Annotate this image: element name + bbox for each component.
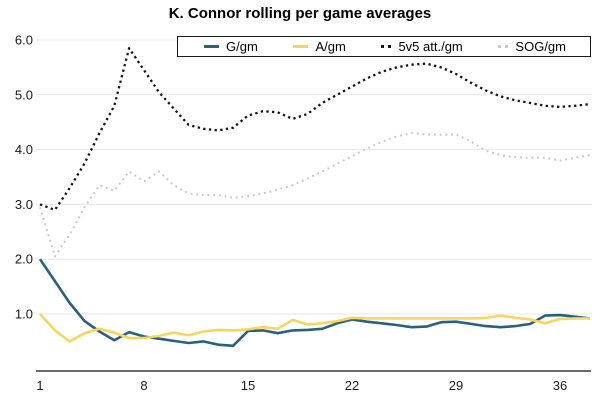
x-tick-label-36: 36 (553, 378, 567, 393)
5v5-att-per-gm-dotted-swatch-icon (381, 45, 392, 48)
sog-per-gm-dotted-swatch-icon (498, 45, 509, 48)
x-tick-label-15: 15 (241, 378, 255, 393)
legend-item-5v5-att-per-gm: 5v5 att./gm (381, 39, 463, 54)
y-tick-label-1.0: 1.0 (15, 307, 33, 322)
chart-legend: G/gm A/gm 5v5 att./gm SOG/gm (177, 36, 591, 57)
legend-item-sog-per-gm: SOG/gm (498, 39, 566, 54)
x-tick-label-8: 8 (140, 378, 147, 393)
chart-title: K. Connor rolling per game averages (168, 5, 432, 22)
legend-item-a-per-gm: A/gm (293, 39, 346, 54)
x-tick-label-1: 1 (36, 378, 43, 393)
g-per-gm-line-swatch-icon (204, 45, 219, 48)
legend-label-sog-per-gm: SOG/gm (515, 39, 566, 54)
x-tick-label-29: 29 (449, 378, 463, 393)
series-line-sog-gm (39, 132, 590, 258)
y-tick-label-2.0: 2.0 (15, 252, 33, 267)
y-tick-label-5.0: 5.0 (15, 87, 33, 102)
y-tick-label-6.0: 6.0 (15, 33, 33, 48)
a-per-gm-line-swatch-icon (293, 45, 309, 48)
y-tick-label-4.0: 4.0 (15, 142, 33, 157)
legend-label-5v5-att-per-gm: 5v5 att./gm (398, 39, 463, 54)
series-line-a-gm (39, 313, 590, 343)
legend-label-g-per-gm: G/gm (226, 39, 258, 54)
legend-label-a-per-gm: A/gm (315, 39, 346, 54)
series-line-5v5-att-gm (39, 47, 590, 212)
y-tick-label-3.0: 3.0 (15, 197, 33, 212)
legend-item-g-per-gm: G/gm (204, 39, 258, 54)
series-line-g-gm (38, 258, 590, 348)
x-tick-label-22: 22 (345, 378, 359, 393)
